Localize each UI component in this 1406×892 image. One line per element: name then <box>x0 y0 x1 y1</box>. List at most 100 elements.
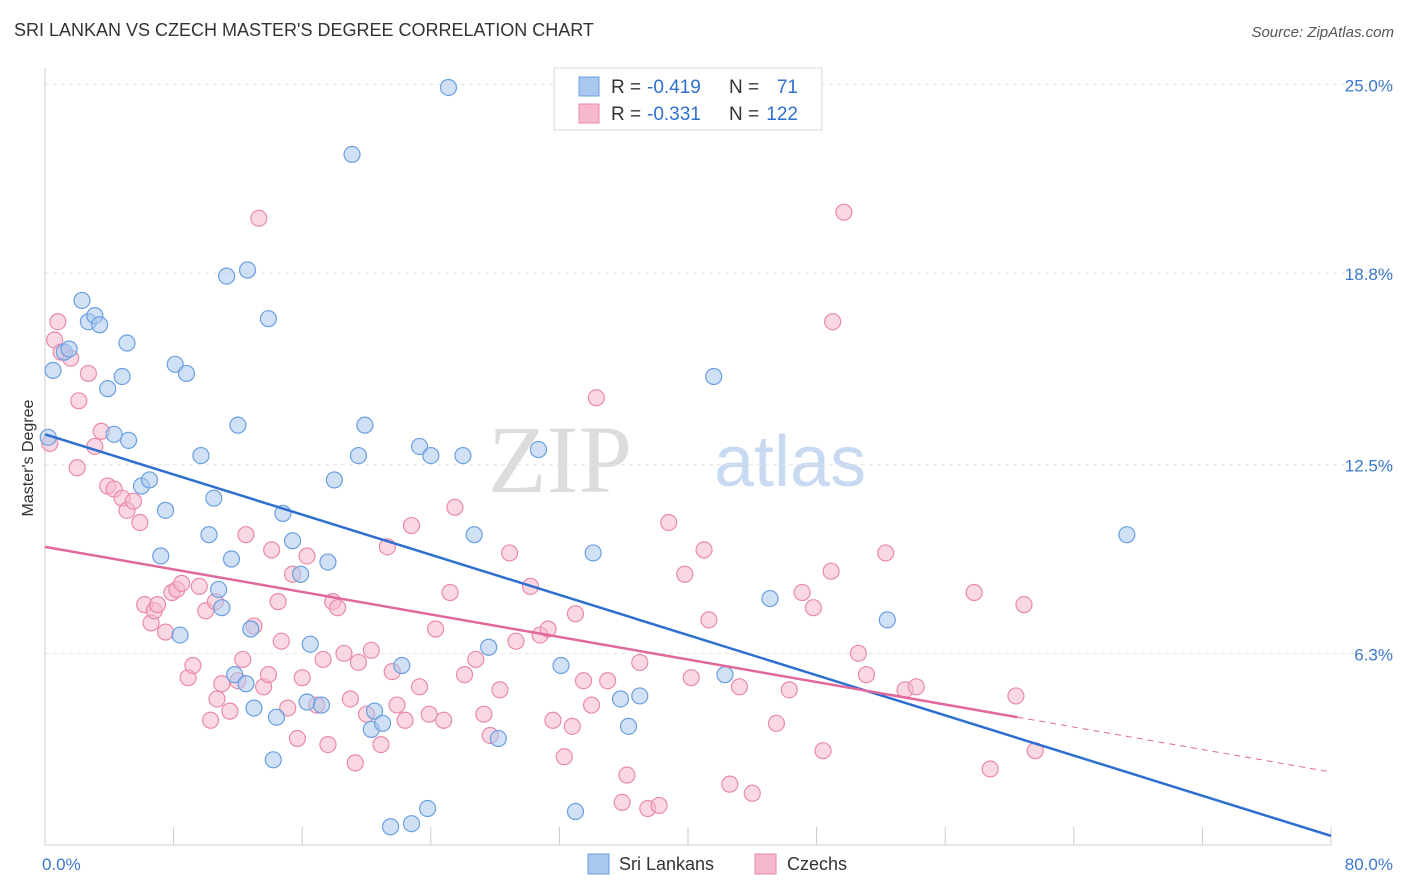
sri-lankans-point-62 <box>552 656 570 675</box>
sri-lankans-point-58 <box>465 526 483 544</box>
sri-lankans-point-35 <box>267 708 286 726</box>
axes <box>44 68 1332 846</box>
czechs-point-100 <box>730 678 749 696</box>
sri-lankans-point-11 <box>113 367 131 386</box>
czechs-point-82 <box>555 748 573 766</box>
bottom-legend: Sri Lankans Czechs <box>587 853 847 875</box>
czechs-point-112 <box>877 544 895 562</box>
czechs-point-83 <box>563 717 581 735</box>
czechs-point-40 <box>263 541 281 559</box>
y-tick-label-2: 18.8% <box>1345 265 1393 284</box>
sri-lankans-point-31 <box>242 620 260 638</box>
czechs-point-14 <box>124 492 143 510</box>
legend-n-label-1: N = <box>729 77 759 98</box>
sri-lankans-point-55 <box>422 446 440 465</box>
czechs-point-95 <box>676 565 694 583</box>
czechs-point-97 <box>695 541 713 559</box>
sri-lankans-point-71 <box>878 611 896 629</box>
sri-lankans-point-40 <box>301 635 319 653</box>
sri-lankans-point-32 <box>245 699 263 717</box>
czechs-point-49 <box>314 650 332 669</box>
sri-lankans-point-39 <box>298 693 316 711</box>
czechs-point-94 <box>660 513 678 532</box>
sri-lankans-point-67 <box>631 687 649 705</box>
czechs-point-93 <box>650 796 668 815</box>
czechs-point-53 <box>335 644 353 662</box>
sri-lankans-point-57 <box>454 446 472 465</box>
legend-n-value-2: 122 <box>766 104 798 125</box>
czechs-point-46 <box>293 669 311 687</box>
czechs-point-117 <box>1007 687 1025 705</box>
czechs-point-69 <box>441 583 459 602</box>
czechs-point-84 <box>566 605 585 623</box>
czechs-point-68 <box>435 711 453 729</box>
czechs-point-23 <box>173 574 191 592</box>
trend-lines <box>44 433 1332 838</box>
czechs-point-41 <box>269 593 287 611</box>
grid-lines <box>45 83 1395 654</box>
czechs-point-28 <box>201 711 220 729</box>
sri-lankans-point-27 <box>226 666 244 684</box>
czechs-point-106 <box>814 742 832 760</box>
legend-r-value-2: -0.331 <box>647 104 701 125</box>
czechs-point-42 <box>272 632 290 650</box>
sri-lankans-points <box>39 78 1136 836</box>
sri-lankans-point-43 <box>325 471 343 489</box>
czechs-point-66 <box>420 705 438 723</box>
czechs-point-107 <box>822 562 840 580</box>
sri-lankans-point-17 <box>166 355 184 373</box>
sri-lankans-point-20 <box>200 526 218 544</box>
sri-lankans-point-9 <box>99 380 117 398</box>
czechs-point-111 <box>857 666 876 684</box>
czechs-point-32 <box>221 702 239 720</box>
czechs-point-110 <box>849 644 867 662</box>
sri-lankans-point-3 <box>60 340 78 358</box>
sri-lankans-point-68 <box>705 367 723 386</box>
sri-lankans-point-42 <box>319 553 337 571</box>
czechs-point-6 <box>70 392 88 410</box>
czechs-point-114 <box>907 678 925 696</box>
sri-lankans-point-8 <box>118 334 136 352</box>
czechs-point-101 <box>743 784 761 802</box>
czechs-point-65 <box>410 678 429 696</box>
sri-lankans-point-21 <box>177 364 196 383</box>
sri-lankans-point-41 <box>312 696 331 714</box>
sri-lankans-point-38 <box>291 565 310 583</box>
czechs-point-102 <box>767 714 786 732</box>
czechs-point-99 <box>721 775 739 793</box>
sri-lankans-point-12 <box>119 431 138 449</box>
y-tick-label-1: 12.5% <box>1345 457 1393 476</box>
czechs-point-20 <box>156 623 175 641</box>
sri-lankans-point-10 <box>105 425 123 443</box>
czechs-point-91 <box>631 653 649 672</box>
czechs-point-59 <box>372 736 390 754</box>
czechs-point-80 <box>539 620 557 638</box>
sri-lankans-point-4 <box>73 291 91 310</box>
czechs-point-56 <box>349 653 368 672</box>
czechs-point-109 <box>835 203 853 221</box>
czechs-point-63 <box>396 711 414 729</box>
legend-swatch-czechs <box>578 103 600 124</box>
czechs-point-7 <box>79 364 98 383</box>
sri-lankans-point-19 <box>192 446 210 465</box>
sri-lankans-point-23 <box>210 580 228 599</box>
czechs-point-47 <box>298 547 316 565</box>
watermark-zip: ZIP <box>488 406 632 513</box>
sri-lankans-point-0 <box>44 361 62 379</box>
czechs-point-88 <box>599 672 617 690</box>
sri-lankans-point-72 <box>1118 526 1136 544</box>
watermark-atlas: atlas <box>714 422 866 502</box>
czechs-point-103 <box>780 681 798 699</box>
sri-lankans-point-59 <box>480 638 498 656</box>
sri-lankans-point-66 <box>619 717 638 735</box>
sri-lankans-point-37 <box>283 532 302 550</box>
legend-n-label-2: N = <box>729 104 759 125</box>
czechs-point-15 <box>131 513 149 532</box>
sri-lankans-point-15 <box>156 501 175 519</box>
czechs-point-54 <box>341 690 360 708</box>
sri-lankans-point-22 <box>205 489 223 507</box>
sri-lankans-point-64 <box>584 544 602 562</box>
x-tick-label-min: 0.0% <box>42 855 81 874</box>
czechs-point-25 <box>184 656 202 675</box>
sri-lankans-point-18 <box>171 626 189 644</box>
